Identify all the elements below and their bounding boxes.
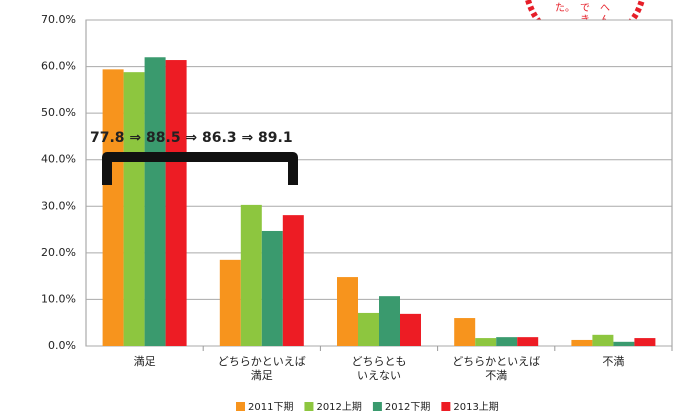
legend-swatch [236,402,245,411]
y-tick-label: 10.0% [41,292,76,305]
y-tick-label: 0.0% [48,339,76,352]
y-tick-label: 70.0% [41,13,76,26]
bar [592,335,613,346]
x-tick-label: 不満 [555,355,672,369]
bar [283,215,304,346]
x-tick-label: どちらかといえば 不満 [438,355,555,383]
bar [262,231,283,346]
bar [475,338,496,346]
x-tick-label: どちらかといえば 満足 [203,355,320,383]
legend-swatch [373,402,382,411]
y-tick-label: 50.0% [41,106,76,119]
chart: へ ん で き た。 0.0%10.0%20.0%30.0%40.0%50.0%… [0,0,684,413]
y-tick-label: 60.0% [41,60,76,73]
bar [358,313,379,346]
stamp-char: へ [600,3,610,14]
bar [124,72,145,346]
bar [634,338,655,346]
legend-label: 2013上期 [453,401,498,413]
bar [337,277,358,346]
legend-swatch [304,402,313,411]
bar [145,57,166,346]
bar [166,60,187,346]
legend-label: 2012上期 [316,401,361,413]
stamp-char: で [580,3,590,14]
bar [496,337,517,346]
y-tick-label: 40.0% [41,153,76,166]
legend-label: 2012下期 [385,401,430,413]
y-tick-label: 20.0% [41,246,76,259]
bar [613,342,634,346]
bar [379,296,400,346]
annotation: 77.8 ⇒ 88.5 ⇒ 86.3 ⇒ 89.1 [90,130,293,146]
bar [400,314,421,346]
stamp-char: た。 [555,2,575,14]
page: へ ん で き た。 0.0%10.0%20.0%30.0%40.0%50.0%… [0,0,684,413]
bar [454,318,475,346]
bar [241,205,262,346]
bar [517,337,538,346]
bar [103,69,124,346]
x-tick-label: 満足 [86,355,203,369]
legend-label: 2011下期 [248,401,293,413]
bar [571,340,592,346]
legend-swatch [441,402,450,411]
bar [220,260,241,346]
y-tick-label: 30.0% [41,199,76,212]
x-tick-label: どちらとも いえない [321,355,438,383]
